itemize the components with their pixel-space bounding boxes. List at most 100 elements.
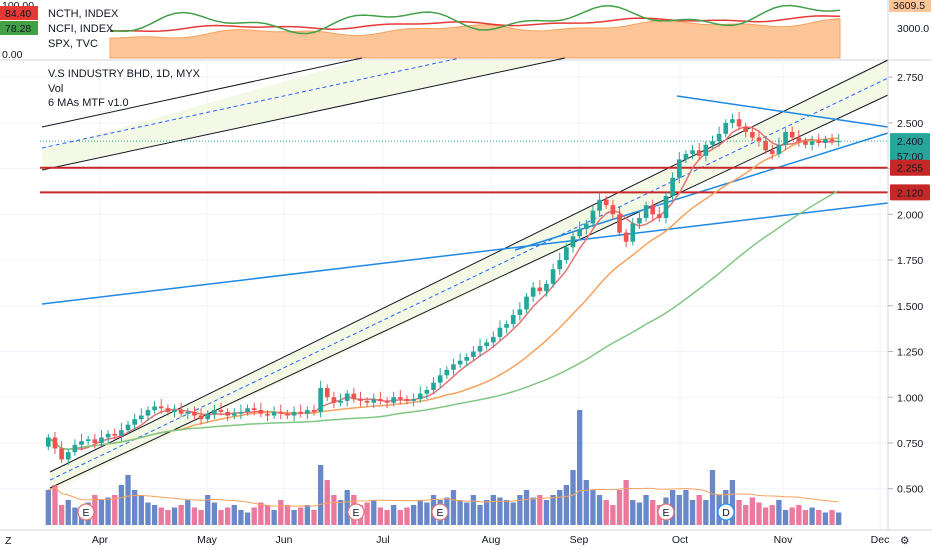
candle-body — [411, 399, 416, 401]
spx-area — [109, 18, 841, 59]
candle-body — [809, 141, 815, 145]
candle-body — [597, 199, 602, 211]
candle-body — [324, 388, 330, 398]
candle-body — [610, 205, 616, 215]
volume-bar — [125, 475, 131, 525]
volume-bar — [762, 507, 769, 525]
volume-bar — [324, 480, 330, 525]
candle-body — [245, 408, 250, 412]
volume-bar — [497, 497, 503, 525]
volume-bar — [836, 512, 842, 525]
candle-body — [238, 411, 244, 414]
volume-bar — [829, 510, 835, 525]
zoom-icon[interactable]: Z — [5, 535, 12, 547]
candle-body — [471, 351, 476, 358]
volume-bar — [643, 495, 649, 525]
volume-bar — [185, 500, 191, 525]
candle-body — [630, 223, 636, 242]
candle-body — [537, 287, 543, 292]
volume-bar — [696, 495, 702, 525]
volume-bar — [138, 495, 144, 525]
candle-body — [152, 406, 157, 411]
volume-bar — [198, 510, 204, 525]
ma-line-50 — [47, 190, 840, 451]
x-tick-label: Oct — [672, 534, 688, 546]
candle-body — [59, 448, 64, 460]
settings-icon[interactable]: ⚙ — [900, 535, 909, 547]
candle-body — [291, 411, 297, 416]
candle-body — [796, 137, 802, 142]
volume-bar — [218, 510, 224, 525]
volume-bar — [158, 507, 164, 525]
volume-bar — [543, 500, 550, 525]
volume-bar — [271, 510, 277, 525]
candle-body — [517, 309, 523, 315]
y-tick-label: 2.750 — [897, 72, 923, 84]
compare-y-tick: 0.00 — [2, 49, 23, 61]
long-trendline — [41, 202, 889, 305]
volume-bar — [65, 500, 71, 525]
channel-lower-line — [49, 94, 889, 489]
ncfi-line — [109, 4, 841, 35]
volume-bar — [291, 510, 297, 525]
x-axis[interactable]: Apr May Jun Jul Aug Sep Oct Nov Dec — [92, 534, 890, 546]
candle-body — [404, 399, 410, 401]
volume-bar — [703, 500, 709, 525]
volume-bar — [743, 505, 749, 525]
candle-body — [663, 196, 669, 218]
candle-body — [603, 199, 609, 206]
event-marker-E — [431, 503, 449, 521]
candle-body — [650, 205, 656, 215]
volume-bar — [211, 502, 218, 525]
candle-body — [417, 393, 423, 400]
volume-bars — [45, 410, 842, 525]
candle-body — [836, 141, 842, 143]
volume-bar — [563, 485, 570, 525]
candle-body — [125, 424, 131, 431]
x-tick-label: Jun — [276, 534, 293, 546]
y-tick-label: 1.750 — [897, 255, 923, 267]
candle-body — [72, 444, 78, 453]
volume-bar — [782, 510, 789, 525]
compare-series-name: NCFI, INDEX — [48, 23, 114, 35]
volume-bar — [52, 485, 58, 525]
candle-body — [776, 144, 782, 154]
candle-body — [783, 132, 788, 145]
x-tick-label: Dec — [871, 534, 890, 546]
candle-body — [716, 133, 722, 142]
candle-body — [79, 441, 84, 445]
volume-bar — [391, 505, 397, 525]
candle-body — [172, 410, 177, 412]
candle-body — [198, 415, 204, 420]
candle-body — [464, 357, 470, 361]
candle-body — [730, 119, 735, 123]
volume-bar — [72, 507, 78, 525]
price-label-text: 2.400 — [897, 136, 923, 148]
candle-body — [683, 153, 689, 160]
volume-bar — [410, 505, 417, 525]
volume-bar — [676, 495, 682, 525]
y-tick-label: 1.000 — [897, 392, 923, 404]
candle-body — [497, 327, 503, 337]
volume-bar — [576, 410, 583, 525]
price-label-text: 2.120 — [897, 187, 923, 199]
volume-bar — [205, 495, 211, 525]
event-marker-E — [77, 503, 95, 521]
event-marker-E — [347, 503, 365, 521]
volume-bar — [251, 507, 257, 525]
volume-bar — [224, 507, 231, 525]
candle-body — [138, 415, 144, 420]
candle-body — [670, 177, 675, 197]
candle-body — [451, 364, 456, 370]
candle-body — [205, 413, 211, 420]
chart-title: V.S INDUSTRY BHD, 1D, MYX — [48, 68, 201, 80]
volume-bar — [490, 495, 496, 525]
volume-bar — [311, 510, 317, 525]
x-tick-label: Apr — [92, 534, 109, 546]
y-tick-label: 2.500 — [897, 118, 923, 130]
candle-body — [398, 397, 403, 400]
candle-body — [504, 324, 509, 328]
